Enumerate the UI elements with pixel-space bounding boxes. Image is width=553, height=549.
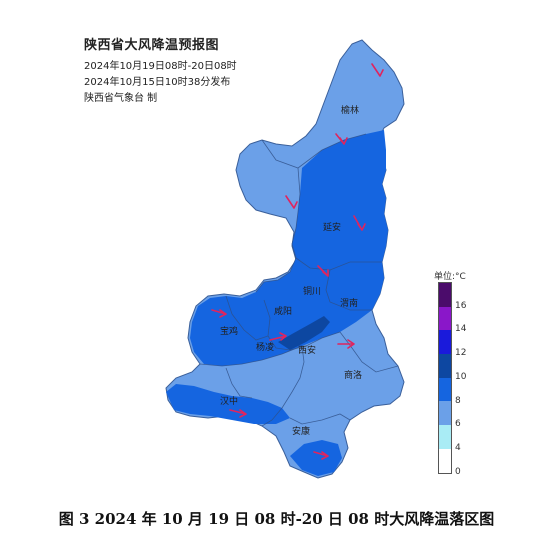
legend-swatch	[439, 401, 451, 426]
map-header: 陕西省大风降温预报图 2024年10月19日08时-20日08时 2024年10…	[84, 34, 237, 107]
legend-tick-label: 10	[455, 371, 467, 382]
city-label-yanan: 延安	[323, 221, 341, 233]
wind-marker	[211, 309, 227, 318]
cooling-band-12	[278, 316, 330, 350]
cooling-band-ankang	[290, 440, 342, 476]
cooling-band-hanzhong	[166, 384, 290, 424]
legend-swatch	[439, 448, 451, 473]
wind-marker	[285, 195, 298, 209]
city-label-tongchuan: 铜川	[303, 285, 321, 297]
figure-caption: 图 3 2024 年 10 月 19 日 08 时-20 日 08 时大风降温落…	[58, 510, 495, 528]
legend-swatch	[439, 354, 451, 378]
city-label-baoji: 宝鸡	[220, 325, 238, 337]
wind-marker	[335, 133, 348, 145]
legend-swatch	[439, 330, 451, 355]
wind-marker	[317, 265, 329, 277]
map-title: 陕西省大风降温预报图	[84, 38, 220, 53]
city-label-ankang: 安康	[292, 425, 310, 437]
legend-swatch	[439, 283, 451, 307]
legend-tick-label: 0	[455, 466, 461, 477]
wind-marker	[269, 332, 287, 341]
legend-unit: 单位:°C	[434, 272, 466, 282]
legend-tick-label: 14	[455, 324, 467, 335]
issue-time: 2024年10月15日10时38分发布	[84, 77, 231, 88]
cooling-band-10	[190, 130, 388, 366]
legend-swatch	[439, 377, 451, 402]
wind-marker	[313, 451, 329, 460]
city-label-yangling: 杨凌	[256, 341, 274, 353]
wind-marker	[353, 215, 366, 231]
city-label-shangluo: 商洛	[344, 369, 362, 381]
city-label-xian: 西安	[298, 344, 316, 356]
city-label-yulin: 榆林	[341, 104, 359, 116]
legend-tick-label: 12	[455, 348, 467, 359]
legend-swatch	[439, 425, 451, 449]
wind-marker	[337, 339, 355, 349]
wind-marker	[371, 63, 384, 77]
issuer: 陕西省气象台 制	[84, 93, 158, 104]
color-legend	[438, 282, 452, 474]
wind-markers	[211, 63, 384, 460]
forecast-period: 2024年10月19日08时-20日08时	[84, 61, 237, 72]
city-label-hanzhong: 汉中	[220, 395, 238, 407]
city-label-weinan: 渭南	[340, 297, 358, 309]
legend-tick-label: 4	[455, 442, 461, 453]
legend-tick-label: 6	[455, 419, 461, 430]
legend-tick-label: 16	[455, 300, 467, 311]
wind-marker	[229, 409, 247, 418]
legend-swatch	[439, 306, 451, 331]
legend-tick-label: 8	[455, 395, 461, 406]
city-boundaries	[199, 133, 399, 427]
city-label-xianyang: 咸阳	[274, 305, 292, 317]
